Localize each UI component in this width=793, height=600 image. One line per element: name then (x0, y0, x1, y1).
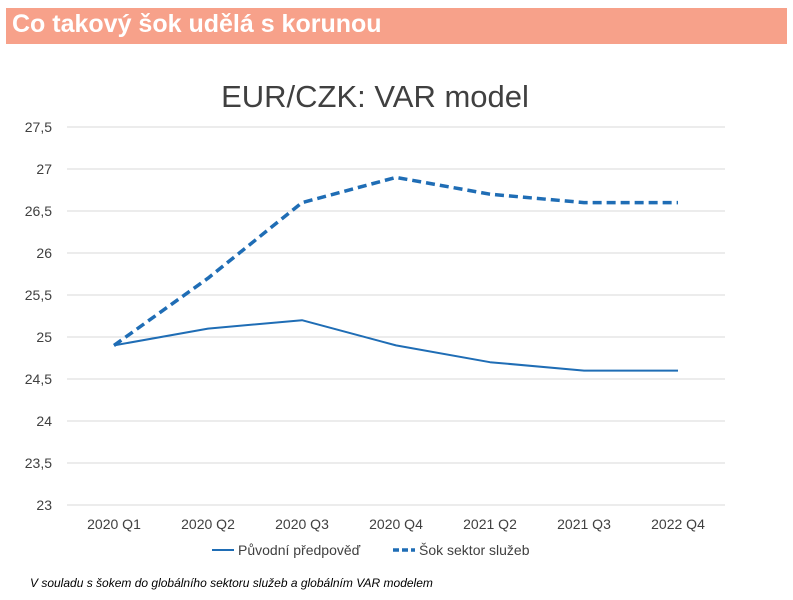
x-axis-ticks: 2020 Q1 2020 Q2 2020 Q3 2020 Q4 2021 Q2 2021 … (87, 516, 705, 532)
chart-title: EUR/CZK: VAR model (221, 79, 529, 114)
grid-lines (67, 126, 725, 506)
legend-label: Šok sektor služeb (419, 542, 530, 558)
y-tick-label: 25 (36, 329, 52, 345)
x-tick-label: 2022 Q4 (651, 516, 705, 532)
y-tick-label: 27,5 (25, 119, 52, 135)
y-tick-label: 24 (36, 413, 52, 429)
legend-label: Původní předpověď (238, 542, 361, 558)
series-line-2 (112, 175, 678, 347)
page-title: Co takový šok udělá s korunou (12, 10, 382, 38)
y-tick-label: 23 (36, 497, 52, 513)
y-tick-label: 26 (36, 245, 52, 261)
y-axis-ticks: 23 23,5 24 24,5 25 25,5 26 26,5 27 27,5 (25, 119, 52, 513)
x-tick-label: 2021 Q2 (463, 516, 517, 532)
y-tick-label: 24,5 (25, 371, 52, 387)
x-tick-label: 2020 Q3 (275, 516, 329, 532)
y-tick-label: 27 (36, 161, 52, 177)
y-tick-label: 25,5 (25, 287, 52, 303)
x-tick-label: 2021 Q3 (557, 516, 611, 532)
header-bar (6, 8, 787, 44)
legend: Původní předpověď Šok sektor služeb (212, 542, 530, 558)
x-tick-label: 2020 Q2 (181, 516, 235, 532)
y-tick-label: 23,5 (25, 455, 52, 471)
footnote: V souladu s šokem do globálního sektoru … (30, 576, 433, 590)
y-tick-label: 26,5 (25, 203, 52, 219)
chart: EUR/CZK: VAR model 2323,52424,52525,5262… (25, 79, 725, 558)
series-lines (112, 175, 679, 372)
x-tick-label: 2020 Q1 (87, 516, 141, 532)
x-tick-label: 2020 Q4 (369, 516, 423, 532)
